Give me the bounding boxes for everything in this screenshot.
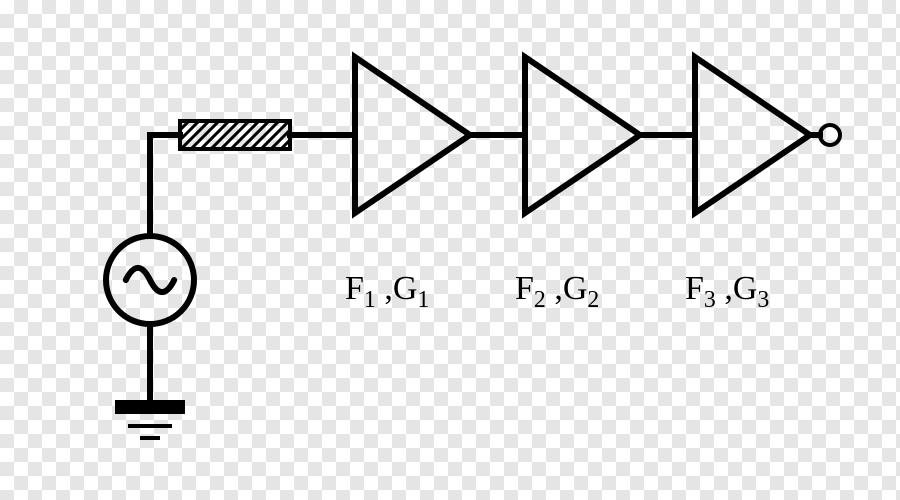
ac-sine	[126, 268, 174, 292]
amplifier-1	[355, 57, 470, 213]
label-F: F	[685, 270, 704, 307]
label-amp1: F1 ,G1	[345, 270, 429, 314]
amplifier-3	[695, 57, 810, 213]
circuit-diagram	[0, 0, 900, 500]
label-G: G	[733, 270, 758, 307]
resistor	[180, 121, 290, 149]
label-F-sub: 2	[534, 287, 546, 313]
label-sep: ,	[716, 270, 733, 307]
label-F-sub: 3	[704, 287, 716, 313]
label-G: G	[563, 270, 588, 307]
ground-bar	[115, 400, 185, 414]
label-F: F	[515, 270, 534, 307]
label-F: F	[345, 270, 364, 307]
label-amp2: F2 ,G2	[515, 270, 599, 314]
amplifier-2	[525, 57, 640, 213]
label-G-sub: 1	[417, 287, 429, 313]
label-G: G	[393, 270, 418, 307]
label-G-sub: 2	[587, 287, 599, 313]
label-G-sub: 3	[757, 287, 769, 313]
label-F-sub: 1	[364, 287, 376, 313]
label-sep: ,	[376, 270, 393, 307]
label-sep: ,	[546, 270, 563, 307]
label-amp3: F3 ,G3	[685, 270, 769, 314]
